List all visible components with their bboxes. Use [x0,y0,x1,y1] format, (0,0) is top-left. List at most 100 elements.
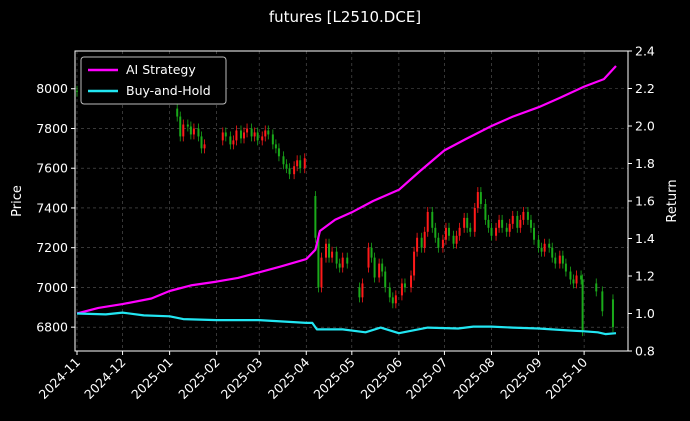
candle-body [516,215,519,228]
candle-body [441,239,444,248]
candle-body [511,215,514,224]
right-axis-title: Return [665,179,680,222]
candle-body [540,247,543,252]
candle-body [595,283,598,292]
candle-body [378,263,381,278]
candle-body [200,136,203,149]
candles [76,85,614,337]
candle-body [495,227,498,236]
candle-body [431,211,434,228]
candle-body [203,144,206,149]
candle-body [452,235,455,244]
candle-body [537,239,540,248]
candle-body [277,148,280,157]
right-tick-label: 0.8 [635,344,655,359]
candle-body [271,134,274,145]
x-tick-label: 2025-01 [128,355,176,403]
candle-body [580,275,583,280]
candle-body [186,124,189,127]
candle-body [564,263,567,272]
left-tick-label: 7800 [36,121,68,136]
candle-body [235,130,238,141]
candle-body [391,297,394,304]
candle-body [335,251,338,264]
candle-body [508,223,511,232]
candle-body [253,132,256,137]
candle-body [479,192,482,204]
legend-label-ai-strategy: AI Strategy [126,62,196,77]
candle-body [246,128,249,133]
candle-body [361,283,364,298]
candle-body [274,144,277,149]
candle-body [572,279,575,284]
candle-body [232,140,235,145]
right-tick-label: 2.4 [635,44,655,59]
candle-body [505,227,508,232]
candle-body [314,196,317,238]
candle-body [239,130,242,139]
candle-body [473,207,476,232]
left-tick-label: 8000 [36,81,68,96]
candle-body [487,219,490,228]
x-tick-label: 2025-08 [450,354,498,402]
candle-body [256,132,259,141]
right-tick-label: 1.8 [635,156,655,171]
x-tick-label: 2025-02 [175,355,223,403]
candle-body [569,271,572,280]
candle-body [548,243,551,248]
candle-body [533,227,536,240]
candle-body [498,219,501,228]
candle-body [261,136,264,141]
candle-body [367,247,370,268]
candle-body [346,257,349,264]
right-tick-label: 1.0 [635,306,655,321]
left-tick-label: 7200 [36,240,68,255]
candle-body [288,168,291,175]
candle-body [426,211,429,232]
candle-body [264,130,267,137]
candle-body [455,235,458,244]
candle-body [243,132,246,139]
left-tick-label: 7400 [36,200,68,215]
candle-body [370,247,373,258]
candle-body [267,130,270,135]
candle-body [484,203,487,220]
candle-body [490,227,493,236]
candle-body [358,287,361,298]
candle-body [373,257,376,278]
x-tick-label: 2025-04 [265,354,313,402]
right-tick-label: 1.2 [635,269,655,284]
candle-body [611,299,614,328]
candle-body [437,237,440,248]
candle-body [554,257,557,264]
right-tick-label: 2.0 [635,119,655,134]
candle-body [320,257,323,288]
candle-body [303,158,306,169]
candle-body [176,108,179,117]
right-tick-label: 1.6 [635,194,655,209]
candle-body [331,251,334,258]
chart-title: futures [L2510.DCE] [269,8,421,26]
candle-body [384,271,387,288]
series-line-buy-and-hold [76,311,617,336]
candle-body [182,124,185,137]
candle-body [179,116,182,137]
candle-body [221,132,224,141]
x-tick-label: 2025-10 [543,354,591,402]
right-tick-label: 1.4 [635,231,655,246]
candle-body [526,211,529,220]
candle-body [192,128,195,135]
x-tick-label: 2025-05 [310,355,358,403]
candle-body [381,263,384,272]
candle-body [400,283,403,296]
candle-body [444,227,447,240]
x-tick-label: 2025-07 [403,355,451,403]
candle-body [469,227,472,232]
candle-body [519,219,522,228]
left-y-axis: 6800 7000 7200 7400 7600 7800 8000 [36,81,75,335]
legend-label-buy-and-hold: Buy-and-Hold [126,83,211,98]
candle-body [197,128,200,137]
candle-body [76,90,78,92]
candle-body [282,156,285,165]
